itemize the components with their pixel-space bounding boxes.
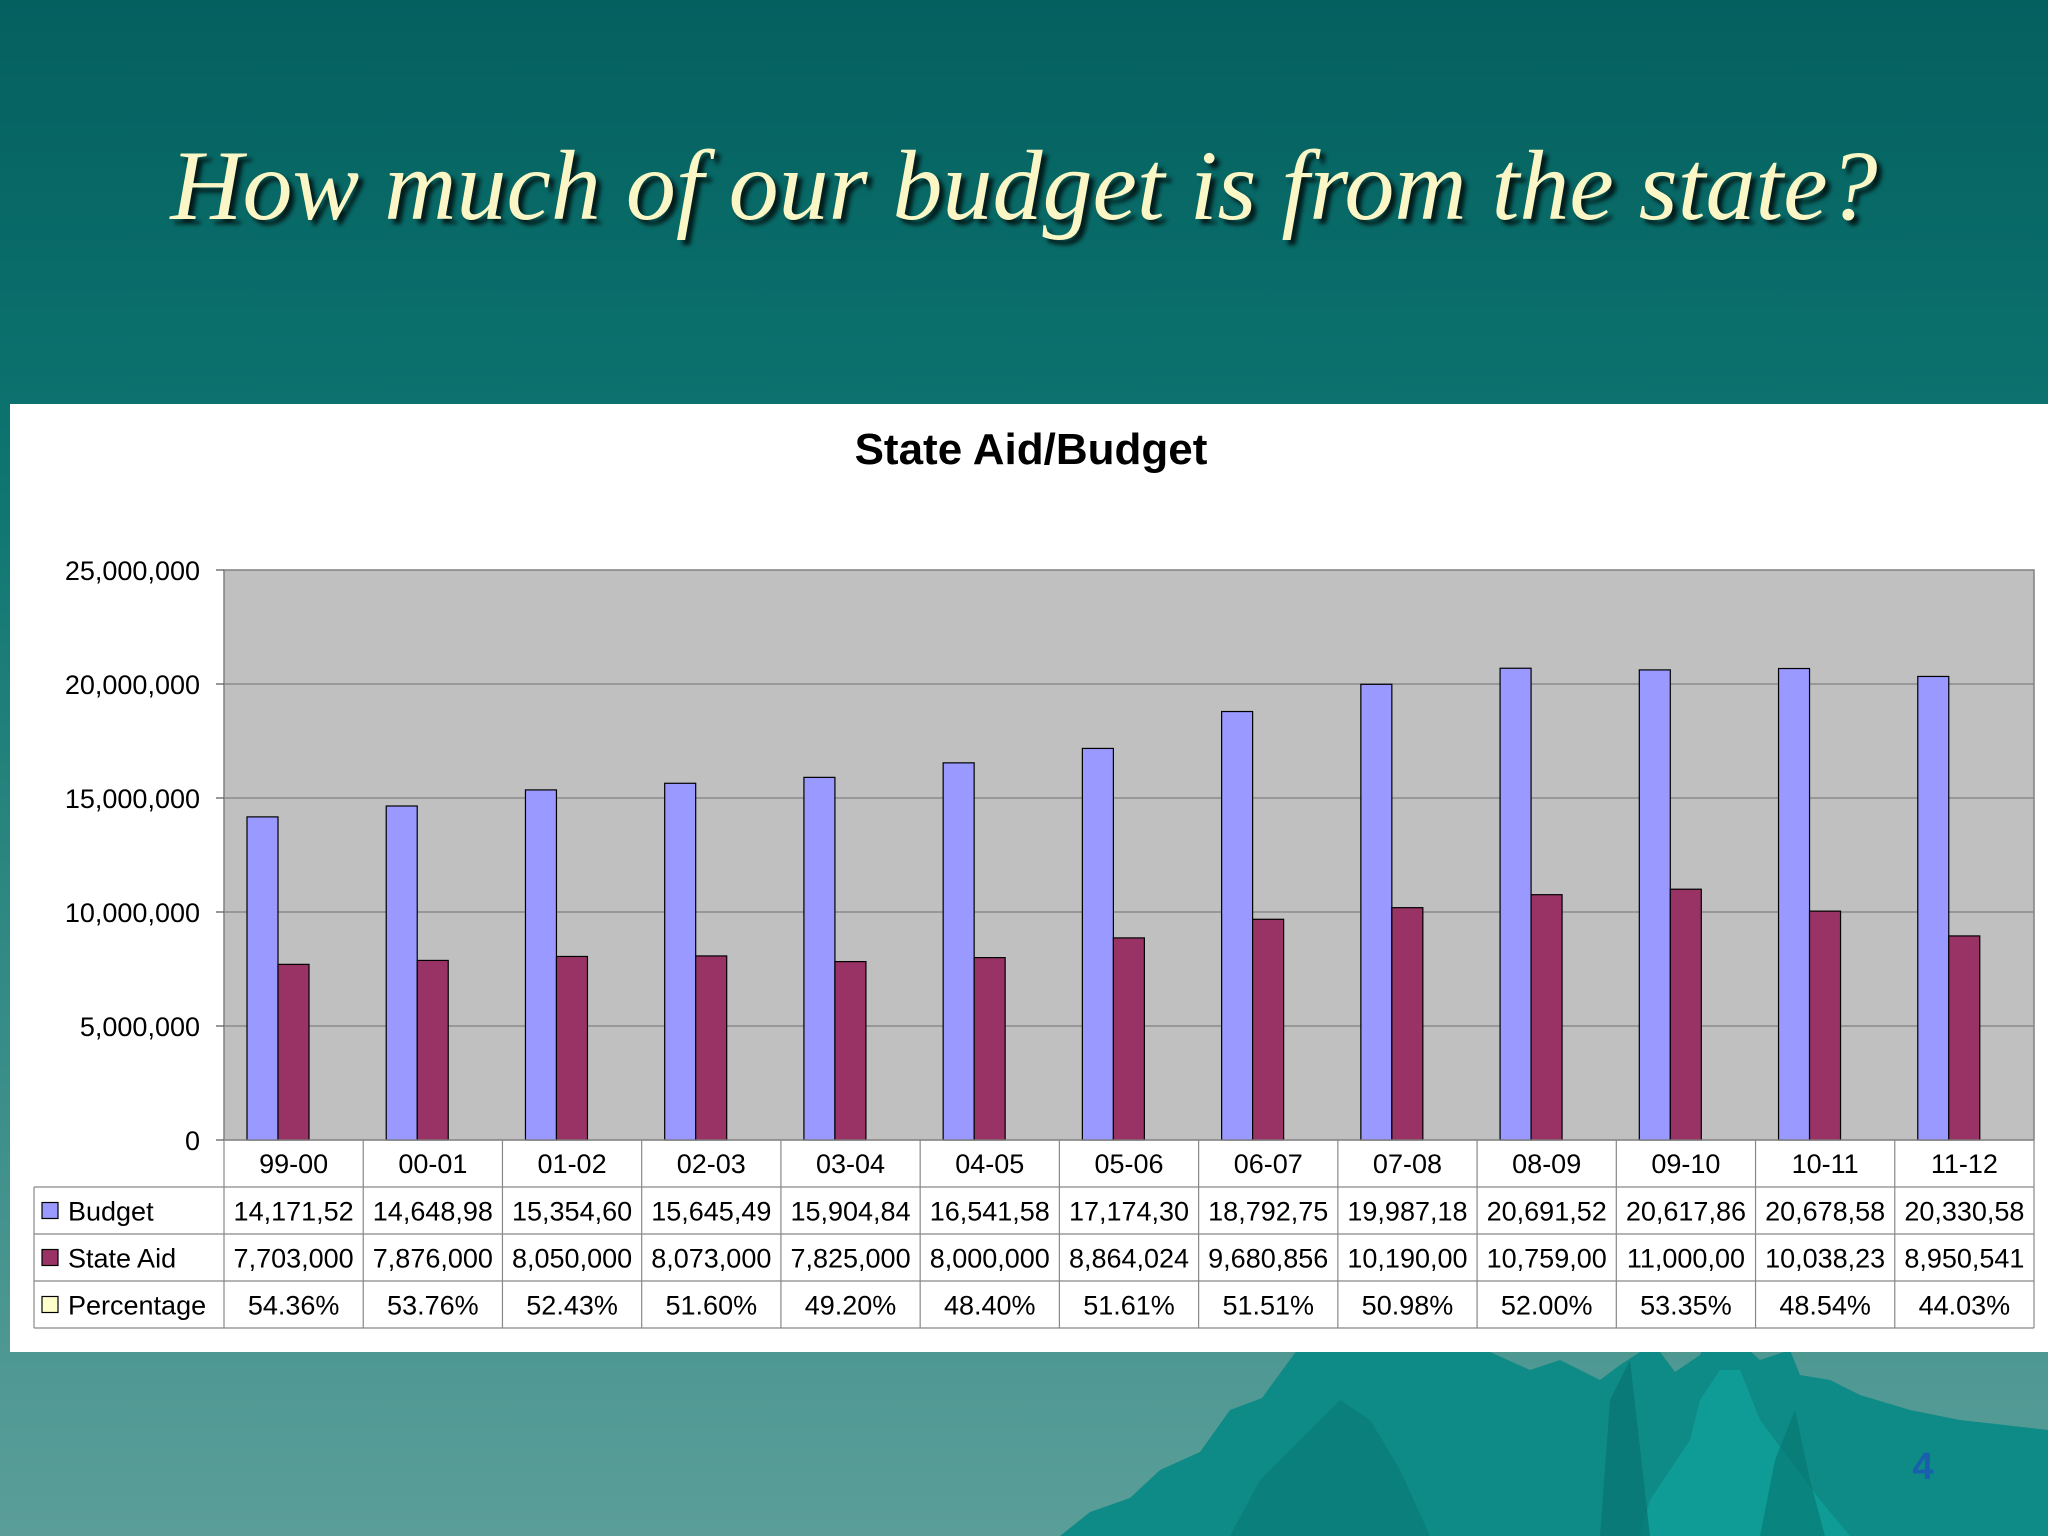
chart-title: State Aid/Budget [855,425,1208,474]
legend-label: Percentage [68,1291,206,1321]
budget-bar [664,782,697,1141]
chart-panel: State Aid/Budget 0 5,000,000 10,000,000 15,… [10,404,2048,1352]
y-tick-label: 5,000,000 [80,1012,200,1042]
budget-bar [524,789,558,1141]
category-label: 99-00 [259,1149,328,1179]
budget-bar [246,816,279,1141]
category-label: 03-04 [816,1149,885,1179]
state-aid-bar [1391,907,1424,1141]
category-label: 05-06 [1094,1149,1163,1179]
y-tick-label: 20,000,000 [65,670,200,700]
budget-bar [1360,683,1393,1141]
table-cell: 8,073,000 [651,1244,771,1274]
table-cell: 7,825,000 [790,1244,910,1274]
state-aid-bar [1530,894,1563,1141]
data-table: 99-00 00-01 01-02 02-03 03-04 04-05 05-06 06-07… [33,1139,2035,1329]
table-cell: 52.43% [526,1291,618,1321]
table-cell: 48.40% [944,1291,1036,1321]
chart: State Aid/Budget 0 5,000,000 10,000,000 15,… [33,425,2035,1329]
table-cell: 8,050,000 [512,1244,632,1274]
state-aid-bar [555,955,589,1141]
state-aid-bar [973,956,1006,1141]
table-cell: 51.60% [666,1291,758,1321]
state-aid-bar [416,959,449,1141]
state-aid-bar [695,955,728,1141]
budget-bar [1917,675,1950,1141]
table-cell: 51.51% [1222,1291,1314,1321]
category-label: 04-05 [955,1149,1024,1179]
category-label: 02-03 [677,1149,746,1179]
legend-swatch [41,1201,59,1220]
y-tick-label: 15,000,000 [65,784,200,814]
table-cell: 11,000,00 [1627,1244,1745,1274]
table-cell: 20,678,58 [1765,1197,1885,1227]
table-cell: 7,703,000 [234,1244,354,1274]
table-cell: 51.61% [1083,1291,1175,1321]
table-cell: 14,171,52 [234,1197,354,1227]
y-tick-label: 25,000,000 [65,556,200,586]
table-cell: 53.76% [387,1291,479,1321]
category-label: 07-08 [1373,1149,1442,1179]
state-aid-bar [834,960,867,1141]
state-aid-bar [1252,918,1285,1141]
slide-title: How much of our budget is from the state… [170,130,1878,241]
budget-bar [385,805,418,1141]
bars [246,667,1981,1141]
table-cell: 7,876,000 [373,1244,493,1274]
state-aid-bar [1669,888,1702,1141]
table-cell: 20,691,52 [1487,1197,1607,1227]
table-cell: 20,330,58 [1904,1197,2024,1227]
budget-bar [942,762,975,1141]
legend-swatch [41,1295,59,1314]
legend-swatch [41,1248,59,1267]
table-cell: 18,792,75 [1208,1197,1328,1227]
table-cell: 15,354,60 [512,1197,632,1227]
category-label: 00-01 [398,1149,467,1179]
legend-label: State Aid [68,1244,176,1274]
budget-bar [1221,710,1254,1141]
table-cell: 50.98% [1362,1291,1454,1321]
y-tick-label: 10,000,000 [65,898,200,928]
category-label: 01-02 [538,1149,607,1179]
budget-bar [1081,747,1114,1141]
table-cell: 8,950,541 [1904,1244,2024,1274]
state-aid-bar [1948,935,1981,1141]
table-cell: 53.35% [1640,1291,1732,1321]
table-cell: 9,680,856 [1208,1244,1328,1274]
table-cell: 49.20% [805,1291,897,1321]
table-cell: 16,541,58 [930,1197,1050,1227]
table-cell: 10,759,00 [1487,1244,1607,1274]
table-cell: 15,645,49 [651,1197,771,1227]
table-cell: 14,648,98 [373,1197,493,1227]
table-cell: 19,987,18 [1347,1197,1467,1227]
category-label: 11-12 [1931,1149,1998,1179]
state-aid-bar [1808,910,1842,1141]
state-aid-bar [277,963,310,1141]
table-cell: 17,174,30 [1069,1197,1189,1227]
table-cell: 10,190,00 [1347,1244,1467,1274]
table-cell: 10,038,23 [1765,1244,1885,1274]
budget-bar [1499,667,1532,1141]
budget-bar [803,776,836,1141]
table-cell: 8,864,024 [1069,1244,1189,1274]
table-cell: 15,904,84 [790,1197,910,1227]
table-cell: 44.03% [1919,1291,2011,1321]
state-aid-bar [1112,937,1145,1141]
table-cell: 48.54% [1779,1291,1871,1321]
table-cell: 8,000,000 [930,1244,1050,1274]
budget-bar [1777,667,1811,1141]
table-cell: 52.00% [1501,1291,1593,1321]
budget-bar [1638,669,1671,1141]
table-cell: 20,617,86 [1626,1197,1746,1227]
y-axis-ticks: 0 5,000,000 10,000,000 15,000,000 20,000,000… [65,556,200,1156]
category-label: 10-11 [1792,1149,1859,1179]
legend-label: Budget [68,1197,154,1227]
category-label: 08-09 [1512,1149,1581,1179]
page-number: 4 [1912,1446,1934,1488]
category-label: 09-10 [1651,1149,1720,1179]
y-tick-label: 0 [185,1126,200,1156]
category-label: 06-07 [1234,1149,1303,1179]
table-cell: 54.36% [248,1291,340,1321]
